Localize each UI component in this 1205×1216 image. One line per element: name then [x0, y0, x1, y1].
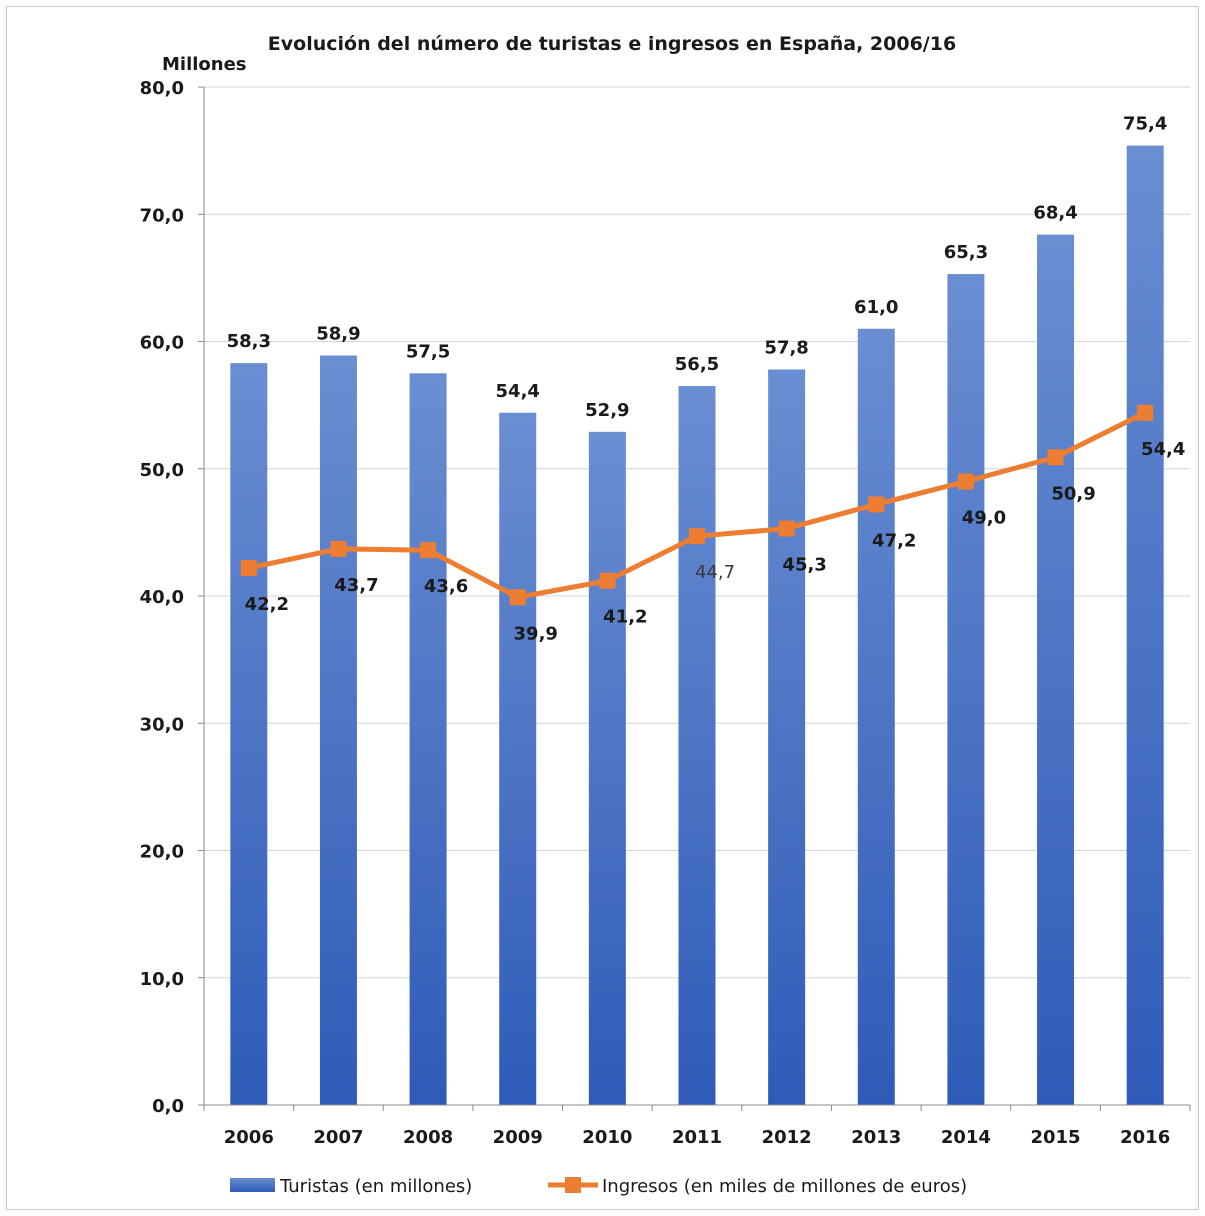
line-label-2008: 43,6 — [424, 576, 468, 597]
bar-label-2014: 65,3 — [944, 242, 988, 263]
bar-label-2006: 58,3 — [227, 331, 271, 352]
bar-2011 — [678, 386, 716, 1106]
y-tick-label: 30,0 — [140, 714, 184, 735]
x-tick-label-2012: 2012 — [762, 1127, 812, 1148]
legend-marker-ingresos — [565, 1177, 581, 1193]
y-tick-label: 70,0 — [140, 205, 184, 226]
y-tick-label: 80,0 — [140, 78, 184, 99]
x-tick-label-2014: 2014 — [941, 1127, 991, 1148]
bar-2008 — [409, 373, 447, 1105]
bar-label-2013: 61,0 — [854, 297, 898, 318]
ingresos-marker-2012 — [778, 520, 795, 537]
line-label-2007: 43,7 — [334, 575, 378, 596]
ingresos-marker-2015 — [1047, 449, 1064, 466]
bar-2015 — [1037, 234, 1075, 1106]
ingresos-marker-2014 — [957, 473, 974, 490]
line-label-2013: 47,2 — [872, 530, 916, 551]
line-label-2009: 39,9 — [514, 623, 558, 644]
bar-label-2010: 52,9 — [585, 400, 629, 421]
ingresos-marker-2006 — [240, 560, 257, 577]
x-tick-label-2008: 2008 — [403, 1127, 453, 1148]
line-label-2011: 44,7 — [695, 562, 735, 583]
y-tick-label: 60,0 — [140, 333, 184, 354]
ingresos-marker-2009 — [509, 589, 526, 606]
y-axis-ticks: 0,0 10,0 20,0 30,0 40,0 50,0 60,0 70,0 80,0 — [140, 78, 204, 1117]
ingresos-marker-2013 — [868, 496, 885, 513]
y-tick-label: 0,0 — [152, 1096, 184, 1117]
x-axis-ticks: 2006 2007 2008 2009 2010 2011 2012 2013 2014 2015… — [203, 1105, 1191, 1148]
ingresos-marker-2008 — [420, 542, 437, 559]
bar-label-2008: 57,5 — [406, 341, 450, 362]
line-series — [240, 404, 1154, 606]
bar-label-2012: 57,8 — [764, 337, 808, 358]
bar-2007 — [319, 355, 357, 1105]
bar-2014 — [947, 274, 985, 1105]
line-label-2012: 45,3 — [782, 555, 826, 576]
x-tick-label-2006: 2006 — [224, 1127, 274, 1148]
line-label-2014: 49,0 — [962, 507, 1006, 528]
x-tick-label-2016: 2016 — [1120, 1127, 1170, 1148]
bar-2006 — [230, 363, 268, 1105]
x-tick-label-2009: 2009 — [493, 1127, 543, 1148]
bar-2013 — [857, 328, 895, 1105]
bar-2010 — [588, 431, 626, 1105]
x-tick-label-2015: 2015 — [1030, 1127, 1080, 1148]
bar-series — [230, 145, 1164, 1106]
legend-label-turistas: Turistas (en millones) — [279, 1176, 472, 1197]
legend-label-ingresos: Ingresos (en miles de millones de euros) — [602, 1176, 967, 1197]
ingresos-marker-2016 — [1137, 404, 1154, 421]
ingresos-marker-2007 — [330, 540, 347, 557]
line-data-labels: 42,2 43,7 43,6 39,9 41,2 44,7 45,3 47,2 49,0 50,9… — [245, 439, 1186, 645]
x-tick-label-2010: 2010 — [582, 1127, 632, 1148]
y-tick-label: 20,0 — [140, 842, 184, 863]
y-axis-label: Millones — [162, 54, 247, 75]
x-tick-label-2011: 2011 — [672, 1127, 722, 1148]
chart-title: Evolución del número de turistas e ingre… — [268, 33, 956, 55]
bar-label-2016: 75,4 — [1123, 114, 1167, 135]
bar-label-2007: 58,9 — [316, 323, 360, 344]
line-label-2015: 50,9 — [1051, 483, 1095, 504]
x-tick-label-2007: 2007 — [313, 1127, 363, 1148]
bar-2012 — [768, 369, 806, 1105]
bar-label-2009: 54,4 — [496, 381, 540, 402]
gridlines — [204, 86, 1190, 979]
line-label-2010: 41,2 — [603, 607, 647, 628]
y-tick-label: 10,0 — [140, 969, 184, 990]
line-label-2016: 54,4 — [1141, 439, 1185, 460]
legend-swatch-turistas — [230, 1178, 275, 1192]
x-tick-label-2013: 2013 — [851, 1127, 901, 1148]
y-tick-label: 50,0 — [140, 460, 184, 481]
axes — [203, 87, 1190, 1106]
line-label-2006: 42,2 — [245, 594, 289, 615]
bar-label-2011: 56,5 — [675, 354, 719, 375]
ingresos-marker-2010 — [599, 572, 616, 589]
bar-2016 — [1126, 145, 1164, 1105]
chart-frame — [6, 6, 1199, 1210]
bar-data-labels: 58,3 58,9 57,5 54,4 52,9 56,5 57,8 61,0 65,3 68,4… — [227, 114, 1168, 421]
legend: Turistas (en millones) Ingresos (en mile… — [230, 1176, 967, 1197]
bar-2009 — [499, 412, 537, 1105]
y-tick-label: 40,0 — [140, 587, 184, 608]
bar-label-2015: 68,4 — [1033, 203, 1077, 224]
ingresos-marker-2011 — [689, 528, 705, 545]
